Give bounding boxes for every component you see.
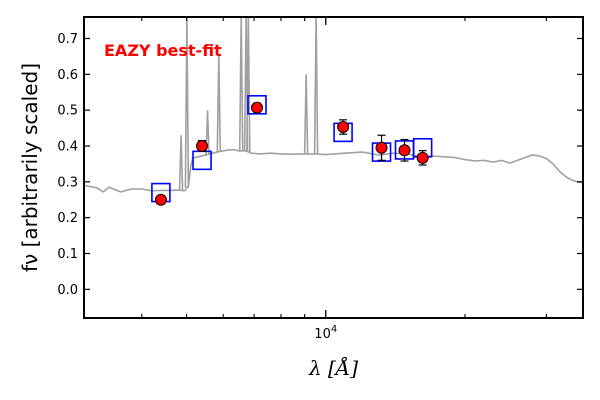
plot-frame [83,16,584,319]
emission-line [238,17,244,151]
spectrum-line [84,148,583,193]
x-tick-label: 104 [314,324,337,342]
annotation-label: EAZY best-fit [104,41,222,60]
y-axis-label: fν [arbitrarily scaled] [18,63,42,272]
observed-point [154,193,167,206]
emission-line [184,17,190,188]
y-tick-label: 0.1 [57,247,78,262]
emission-line [216,54,222,152]
y-tick-label: 0.5 [57,104,78,119]
y-tick-label: 0.2 [57,211,78,226]
axis-ticks: 0.0 0.1 0.2 0.3 0.4 0.5 0.6 0.7 104 [57,17,583,342]
y-tick-label: 0.0 [57,283,78,298]
emission-line [303,74,309,154]
observed-point [250,101,263,114]
y-tick-label: 0.4 [57,140,78,155]
emission-line [246,17,251,152]
emission-line [313,17,319,154]
x-axis-label: λ [Å] [308,355,358,380]
observed-point [375,141,388,154]
emission-line [178,135,184,191]
emission-line [205,110,210,155]
y-tick-label: 0.3 [57,175,78,190]
y-tick-label: 0.6 [57,68,78,83]
observed-point [196,140,209,152]
observed-point [398,144,411,157]
y-tick-label: 0.7 [57,32,78,47]
plot-content [84,17,583,206]
model-square [247,94,267,115]
observed-point [416,151,429,164]
observed-point [337,121,350,134]
